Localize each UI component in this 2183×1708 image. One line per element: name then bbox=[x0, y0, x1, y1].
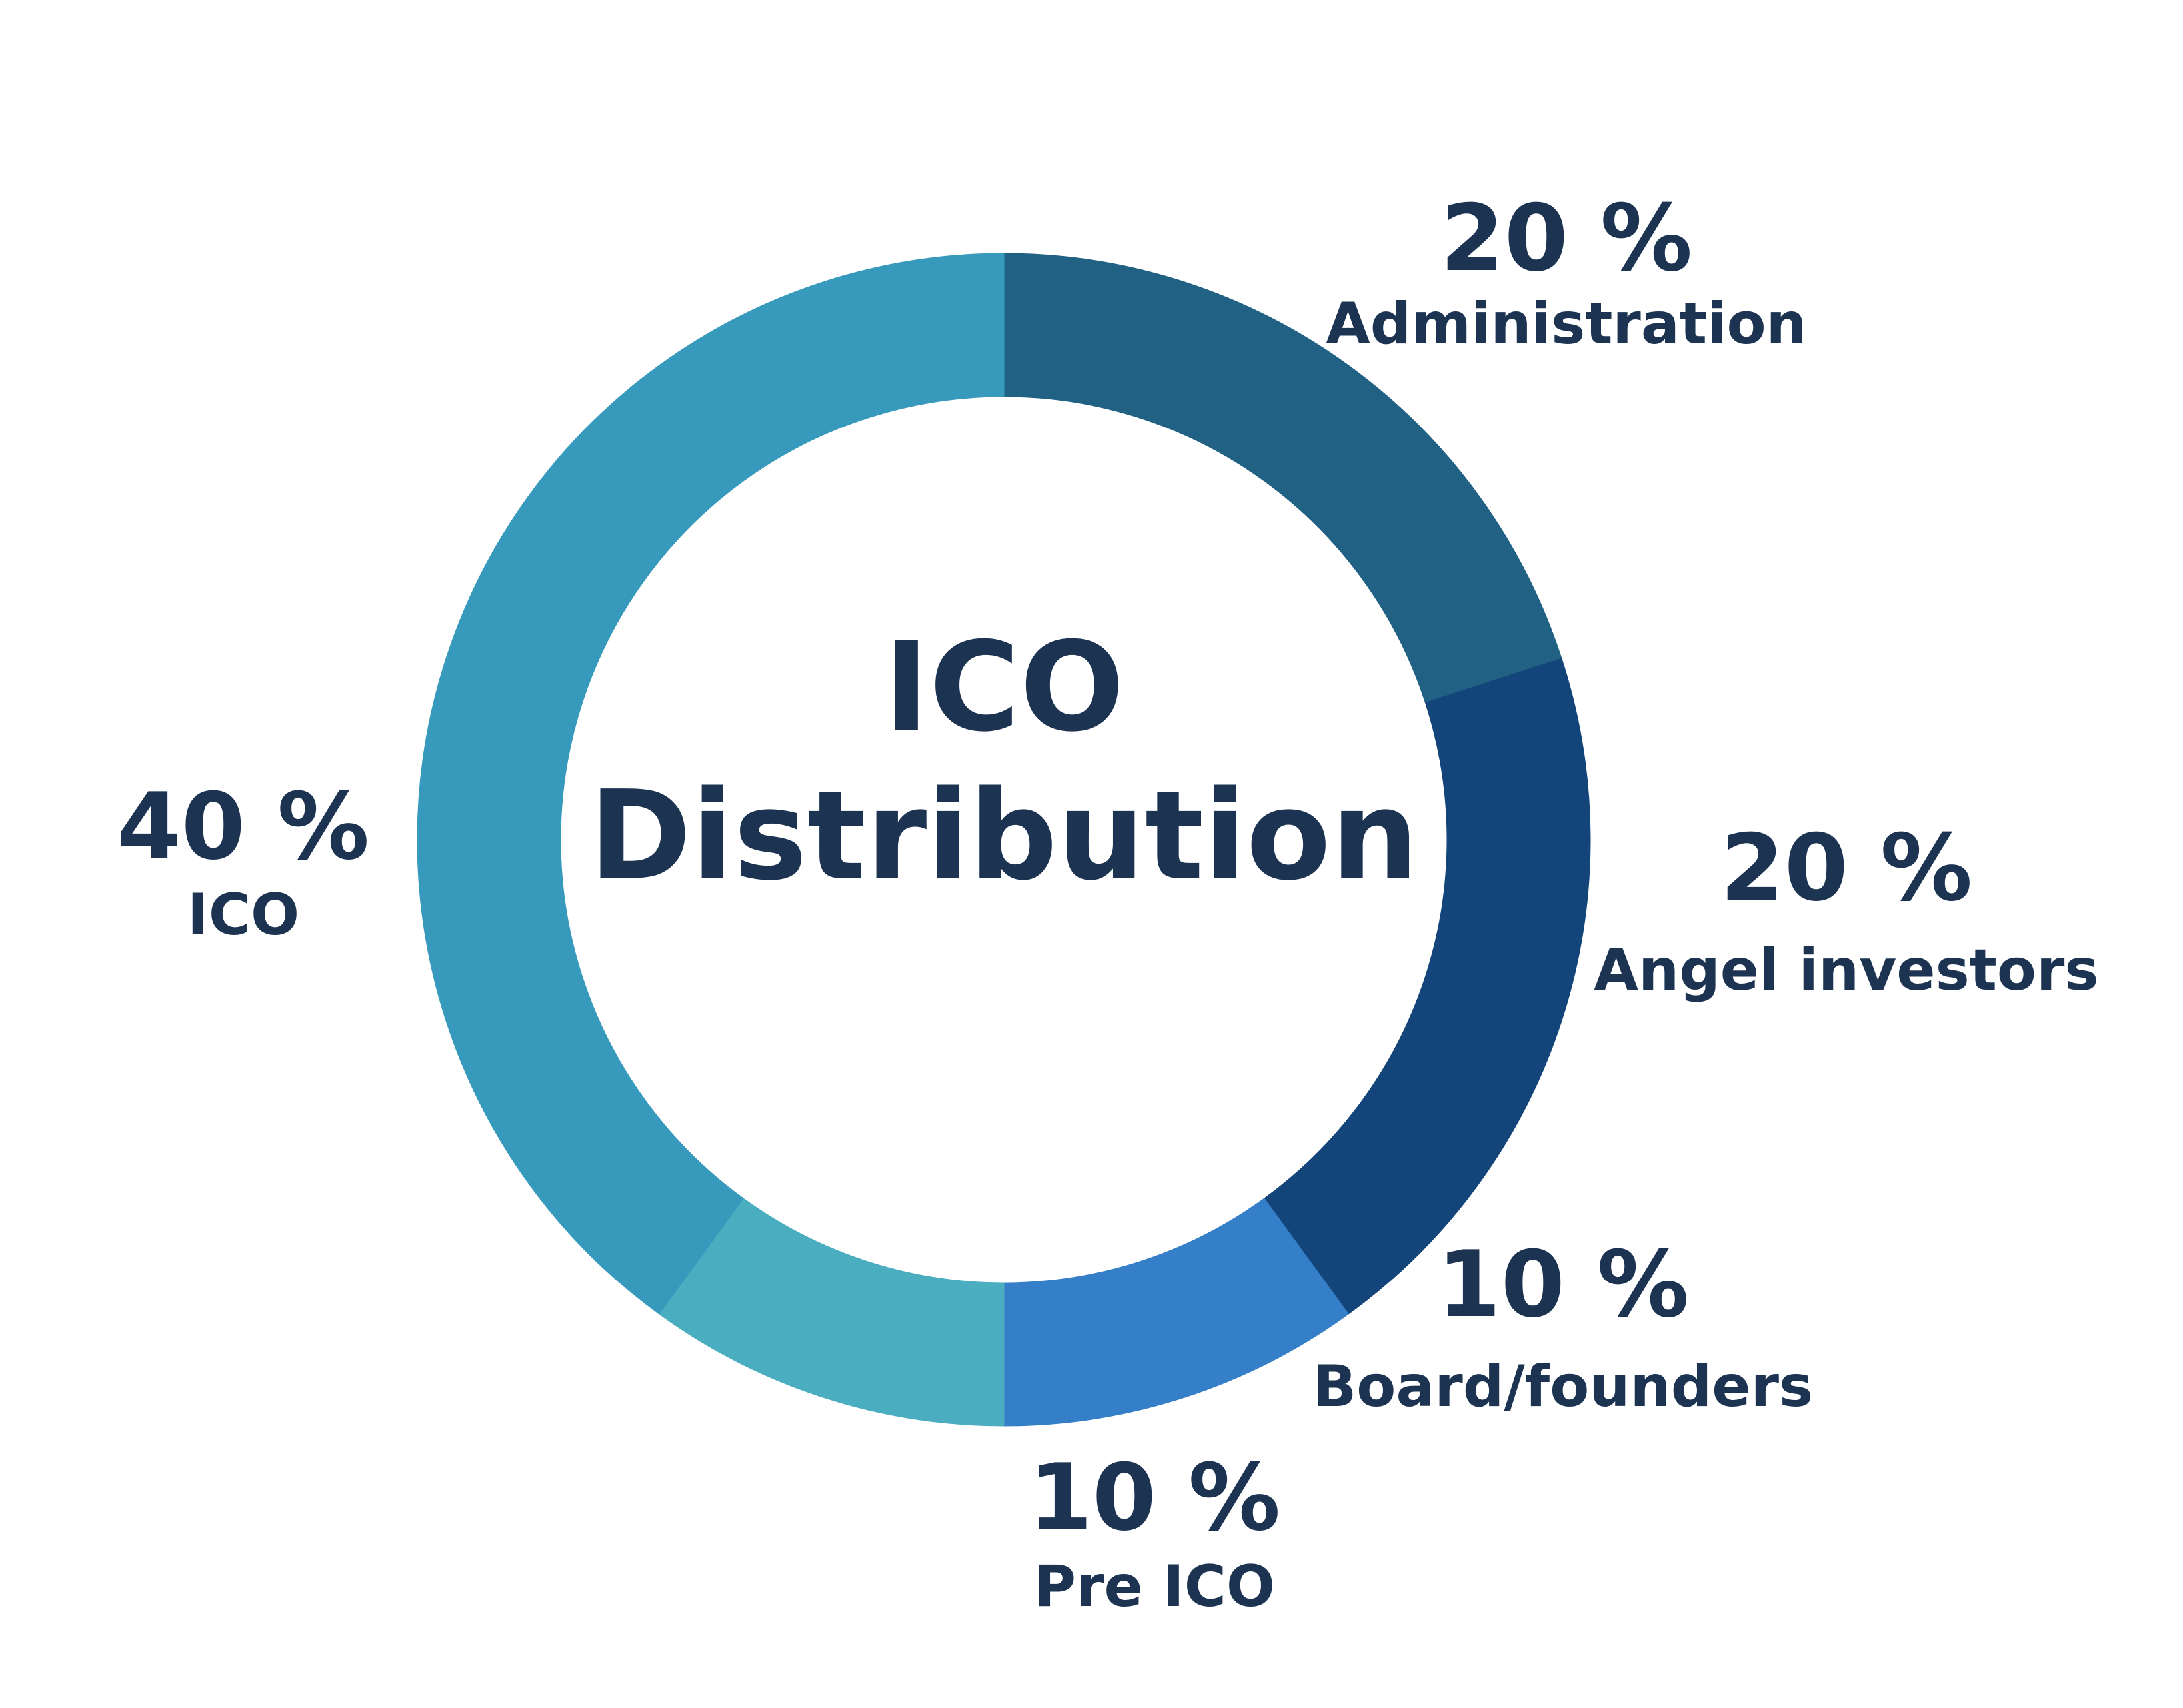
value-label-ico: 40 % bbox=[117, 773, 369, 880]
slice-label-pre-ico: Pre ICO bbox=[1034, 1553, 1275, 1620]
value-label-pre-ico: 10 % bbox=[1029, 1444, 1280, 1551]
slice-ico bbox=[417, 253, 1005, 1315]
slice-label-board-founders: Board/founders bbox=[1313, 1353, 1813, 1420]
center-title: ICO Distribution bbox=[589, 615, 1419, 908]
value-label-angel-investors: 20 % bbox=[1720, 814, 1972, 922]
value-label-administration: 20 % bbox=[1440, 185, 1692, 292]
slice-angel-investors bbox=[1264, 658, 1591, 1315]
slices-layer bbox=[417, 253, 1591, 1427]
slice-label-administration: Administration bbox=[1326, 291, 1807, 357]
slice-label-ico: ICO bbox=[187, 882, 299, 948]
center-title-line-2: Distribution bbox=[589, 764, 1419, 908]
center-title-line-1: ICO bbox=[883, 615, 1124, 759]
slice-administration bbox=[1003, 253, 1562, 704]
value-label-board-founders: 10 % bbox=[1437, 1231, 1689, 1338]
slice-label-angel-investors: Angel investors bbox=[1594, 937, 2098, 1004]
